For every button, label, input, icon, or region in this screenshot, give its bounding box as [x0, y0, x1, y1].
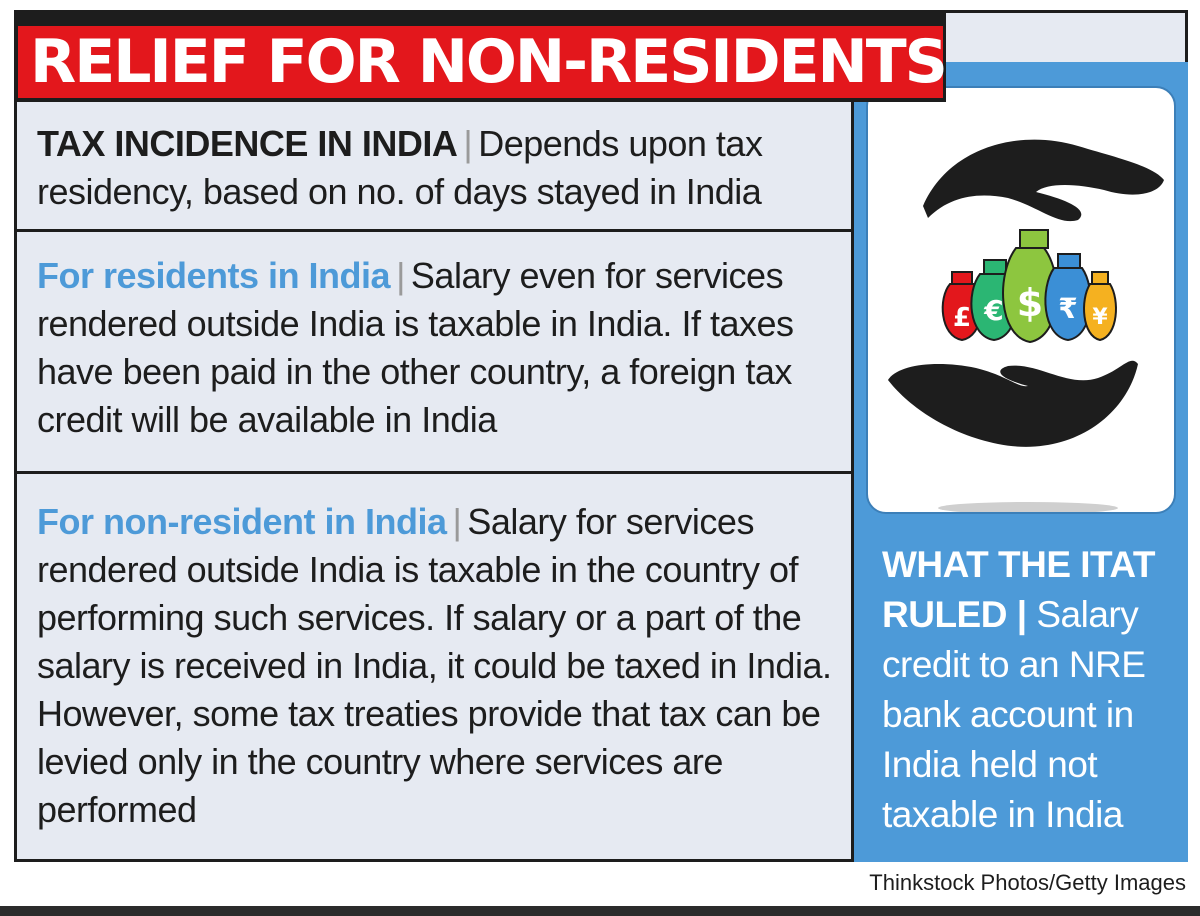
page-title: RELIEF FOR NON-RESIDENTS [30, 27, 948, 97]
bottom-divider [0, 906, 1200, 916]
section-separator: | [452, 501, 462, 542]
section-text: Salary even for services rendered outsid… [37, 255, 794, 440]
svg-text:€: € [983, 294, 1003, 327]
right-column: £ € $ ₹ ¥ WHAT THE [851, 62, 1188, 862]
photo-credit: Thinkstock Photos/Getty Images [869, 870, 1186, 895]
money-bag-icon: $ [1002, 229, 1058, 344]
bottom-hand-icon [888, 360, 1138, 447]
svg-text:$: $ [1017, 281, 1043, 325]
money-bag-icon: ¥ [1083, 271, 1117, 342]
svg-text:£: £ [953, 303, 971, 333]
hands-with-money-bags-icon: £ € $ ₹ ¥ [888, 139, 1164, 512]
itat-ruling: WHAT THE ITAT RULED | Salary credit to a… [882, 540, 1182, 840]
section-text: Depends upon tax residency, based on no.… [37, 123, 763, 212]
section-separator: | [463, 123, 473, 164]
section-separator: | [396, 255, 405, 296]
title-banner [18, 26, 943, 98]
illustration-card: £ € $ ₹ ¥ [866, 86, 1176, 514]
section-text: Salary for services rendered outside Ind… [37, 501, 832, 830]
section-heading: For non-resident in India [37, 501, 447, 542]
section-heading: For residents in India [37, 255, 391, 296]
ruling-text: Salary credit to an NRE bank account in … [882, 594, 1146, 835]
section-residents: For residents in India | Salary even for s… [17, 232, 851, 474]
ruling-heading: WHAT THE ITAT RULED [882, 544, 1156, 635]
svg-text:₹: ₹ [1058, 292, 1077, 325]
section-tax-incidence: TAX INCIDENCE IN INDIA | Depends upon tax … [17, 100, 851, 232]
section-heading: TAX INCIDENCE IN INDIA [37, 123, 458, 164]
ruling-separator: | [1016, 594, 1027, 635]
top-hand-icon [923, 139, 1164, 222]
svg-text:¥: ¥ [1092, 305, 1108, 330]
money-bag-icon: ₹ [1044, 253, 1092, 342]
left-column: TAX INCIDENCE IN INDIA | Depends upon tax … [17, 100, 851, 860]
section-non-residents: For non-resident in India | Salary for ser… [17, 474, 851, 860]
